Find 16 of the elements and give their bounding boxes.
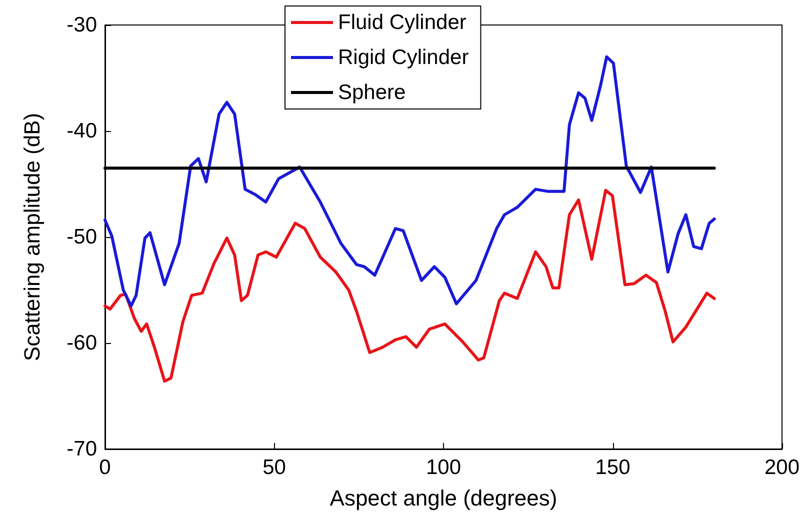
x-tick-label: 100 <box>426 456 462 479</box>
y-axis-title: Scattering amplitude (dB) <box>20 112 44 362</box>
y-tick-label: -40 <box>66 120 97 142</box>
y-tick-label: -60 <box>66 332 97 354</box>
x-axis-title: Aspect angle (degrees) <box>330 486 558 510</box>
legend-label: Fluid Cylinder <box>338 11 466 34</box>
x-tick-label: 150 <box>595 456 630 479</box>
y-tick-label: -70 <box>66 438 97 460</box>
line-series <box>104 188 716 383</box>
y-tick-label: -50 <box>66 226 97 248</box>
legend-label: Rigid Cylinder <box>338 46 469 69</box>
x-tick-label: 50 <box>262 456 286 479</box>
y-tick-label: -30 <box>66 14 97 36</box>
x-tick-label: 200 <box>764 456 800 479</box>
legend-label: Sphere <box>338 81 406 104</box>
x-tick-label: 0 <box>99 456 111 479</box>
